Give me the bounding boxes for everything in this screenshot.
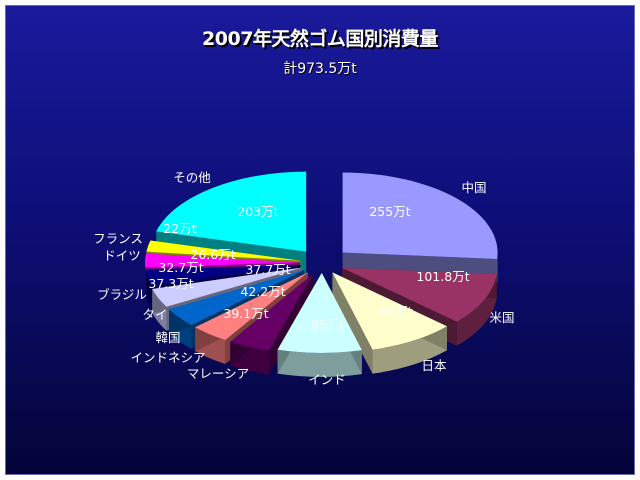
category-label: ドイツ bbox=[103, 248, 141, 263]
category-label: 中国 bbox=[461, 180, 486, 195]
category-label: その他 bbox=[173, 170, 211, 185]
pie-slice-edge bbox=[152, 267, 302, 313]
pie-slice-5 bbox=[230, 274, 313, 375]
pie-slice-top bbox=[145, 264, 301, 287]
value-label: 88万t bbox=[379, 304, 412, 319]
pie-slice-edge bbox=[332, 272, 373, 374]
pie-slice-top bbox=[277, 272, 362, 353]
value-label: 85万t bbox=[311, 317, 344, 332]
pie-slice-3 bbox=[332, 272, 447, 374]
pie-slice-top bbox=[195, 272, 309, 341]
pie-slice-top bbox=[152, 267, 302, 307]
category-label: 日本 bbox=[421, 358, 447, 373]
value-label: 32.7万t bbox=[158, 260, 203, 275]
value-label: 101.8万t bbox=[416, 269, 469, 284]
pie-slice-top bbox=[342, 172, 498, 259]
pie-slice-top bbox=[230, 274, 313, 351]
pie-slice-top bbox=[145, 253, 301, 268]
chart-frame: 2007年天然ゴム国別消費量 計973.5万t 中国米国日本インド マレーシア イン… bbox=[5, 5, 635, 475]
pie-slice-top bbox=[156, 171, 307, 252]
value-label: 203万t bbox=[237, 204, 278, 219]
value-label: 37.7万t bbox=[245, 262, 290, 277]
value-label: 26.6万t bbox=[190, 247, 235, 262]
value-label: 37.3万t bbox=[148, 276, 193, 291]
category-label: インド bbox=[308, 372, 346, 387]
pie-slice-top bbox=[169, 270, 305, 326]
chart-subtitle: 計973.5万t bbox=[283, 61, 357, 77]
pie-slice-top bbox=[342, 267, 497, 322]
pie-slice-4 bbox=[277, 272, 362, 377]
value-label: 22万t bbox=[163, 221, 196, 236]
value-label: 39.1万t bbox=[223, 306, 268, 321]
category-label: フランス bbox=[93, 231, 143, 246]
category-label: 韓国 bbox=[155, 330, 180, 345]
category-label: マレーシア bbox=[187, 366, 249, 381]
chart-title: 2007年天然ゴム国別消費量 bbox=[202, 28, 438, 50]
pie-slice-side bbox=[456, 274, 497, 346]
pie-slice-side bbox=[277, 349, 362, 377]
category-label: ブラジル bbox=[97, 287, 147, 302]
value-label: 255万t bbox=[369, 204, 410, 219]
pie-slice-top bbox=[146, 240, 301, 261]
value-label: 42.2万t bbox=[240, 284, 285, 299]
category-label: 米国 bbox=[489, 310, 514, 325]
pie-slice-top bbox=[332, 272, 447, 350]
category-label: タイ bbox=[142, 307, 167, 322]
category-label: インドネシア bbox=[130, 350, 205, 365]
